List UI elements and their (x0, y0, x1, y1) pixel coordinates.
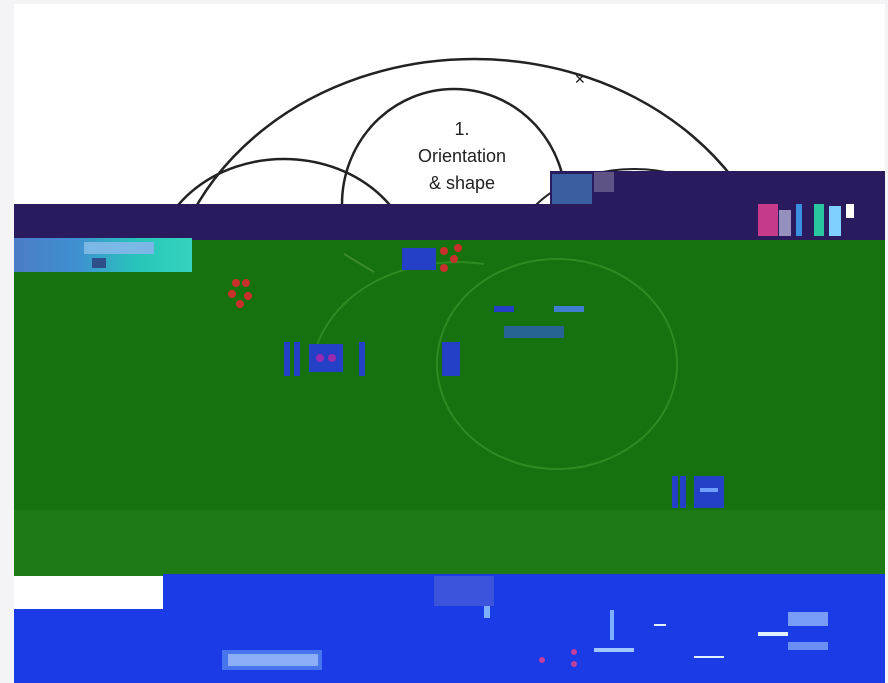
circle-1-title: Orientation (417, 146, 507, 166)
corner-glyph: ✕ (574, 72, 586, 88)
circle-1-number: 1. (454, 119, 470, 139)
circle-1-subtitle: & shape (428, 173, 496, 193)
navy-overlay-band (14, 204, 885, 240)
navy-overlay-band-top-right (550, 171, 885, 205)
blue-overlay-band-left (14, 609, 164, 683)
green-overlay-band-dark (14, 240, 885, 510)
blue-overlay-band (163, 574, 885, 683)
circle-1-label: 1. Orientation & shape (392, 116, 532, 197)
teal-overlay-chip (14, 238, 192, 272)
diagram-frame: ✕ 1. Orientation & shape (14, 4, 885, 683)
